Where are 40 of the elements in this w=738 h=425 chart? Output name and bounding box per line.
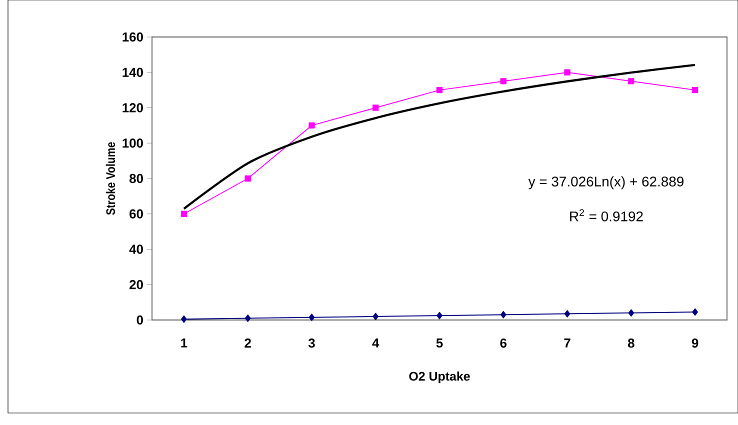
y-tick-label: 100 bbox=[122, 138, 143, 148]
x-tick-label: 9 bbox=[692, 338, 698, 348]
point bbox=[500, 311, 506, 318]
y-tick-label: 40 bbox=[129, 244, 143, 254]
x-axis-title: O2 Uptake bbox=[409, 372, 470, 384]
point bbox=[500, 78, 506, 84]
x-tick-label: 4 bbox=[372, 338, 380, 348]
y-axis-title: Stroke Volume bbox=[106, 142, 116, 215]
y-tick-label: 120 bbox=[122, 103, 143, 112]
point bbox=[308, 122, 315, 129]
x-tick-label: 2 bbox=[244, 338, 251, 348]
point bbox=[372, 104, 379, 111]
point bbox=[692, 308, 698, 316]
point bbox=[244, 314, 251, 322]
point bbox=[244, 175, 251, 182]
point bbox=[628, 78, 634, 84]
point bbox=[308, 314, 315, 322]
x-tick-label: 3 bbox=[308, 338, 315, 348]
x-tick-label: 8 bbox=[628, 338, 634, 348]
x-tick-label: 7 bbox=[564, 338, 570, 348]
y-tick-label: 0 bbox=[136, 315, 143, 325]
point bbox=[436, 312, 442, 320]
annotation: R$^{2}$ = 0.9192 bbox=[570, 209, 643, 222]
y-tick-label: 80 bbox=[129, 174, 143, 184]
annotation: y = 37.026Ln(x) + 62.889 bbox=[528, 176, 684, 190]
point bbox=[628, 309, 634, 317]
y-tick-label: 20 bbox=[130, 280, 143, 290]
x-tick-label: 5 bbox=[436, 338, 443, 348]
point bbox=[564, 69, 570, 76]
y-tick-label: 60 bbox=[130, 209, 143, 218]
y-tick-label: 140 bbox=[122, 68, 143, 77]
x-tick-label: 6 bbox=[500, 338, 507, 348]
y-tick-label: 160 bbox=[122, 32, 143, 42]
point bbox=[564, 310, 570, 318]
x-tick-label: 1 bbox=[181, 338, 188, 348]
point bbox=[372, 312, 379, 320]
point bbox=[692, 86, 698, 94]
point bbox=[181, 315, 187, 323]
point bbox=[180, 210, 188, 217]
point bbox=[436, 86, 443, 94]
